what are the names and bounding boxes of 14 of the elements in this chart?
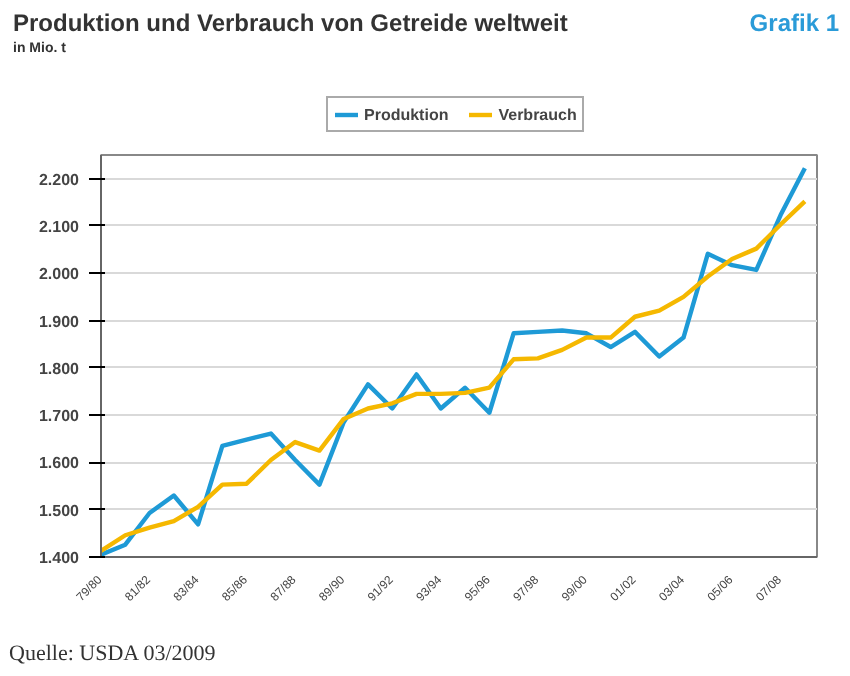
legend-label: Produktion	[364, 104, 449, 124]
y-tick-label: 1.600	[38, 454, 81, 473]
y-tick-label: 1.700	[38, 407, 81, 426]
y-tick-label: 2.200	[38, 170, 81, 189]
y-tick-label: 1.800	[38, 359, 81, 378]
source-note: Quelle: USDA 03/2009	[9, 642, 217, 666]
y-tick-label: 2.100	[38, 217, 81, 236]
legend-label: Verbrauch	[498, 104, 577, 124]
y-tick-label: 2.000	[38, 265, 81, 284]
text: Grafik 1	[749, 9, 840, 37]
y-tick-label: 1.900	[38, 312, 81, 331]
y-tick-label: 1.500	[38, 501, 81, 520]
chart-title: Produktion und Verbrauch von Getreide weltweit	[13, 9, 568, 37]
y-tick-label: 1.400	[38, 549, 81, 567]
